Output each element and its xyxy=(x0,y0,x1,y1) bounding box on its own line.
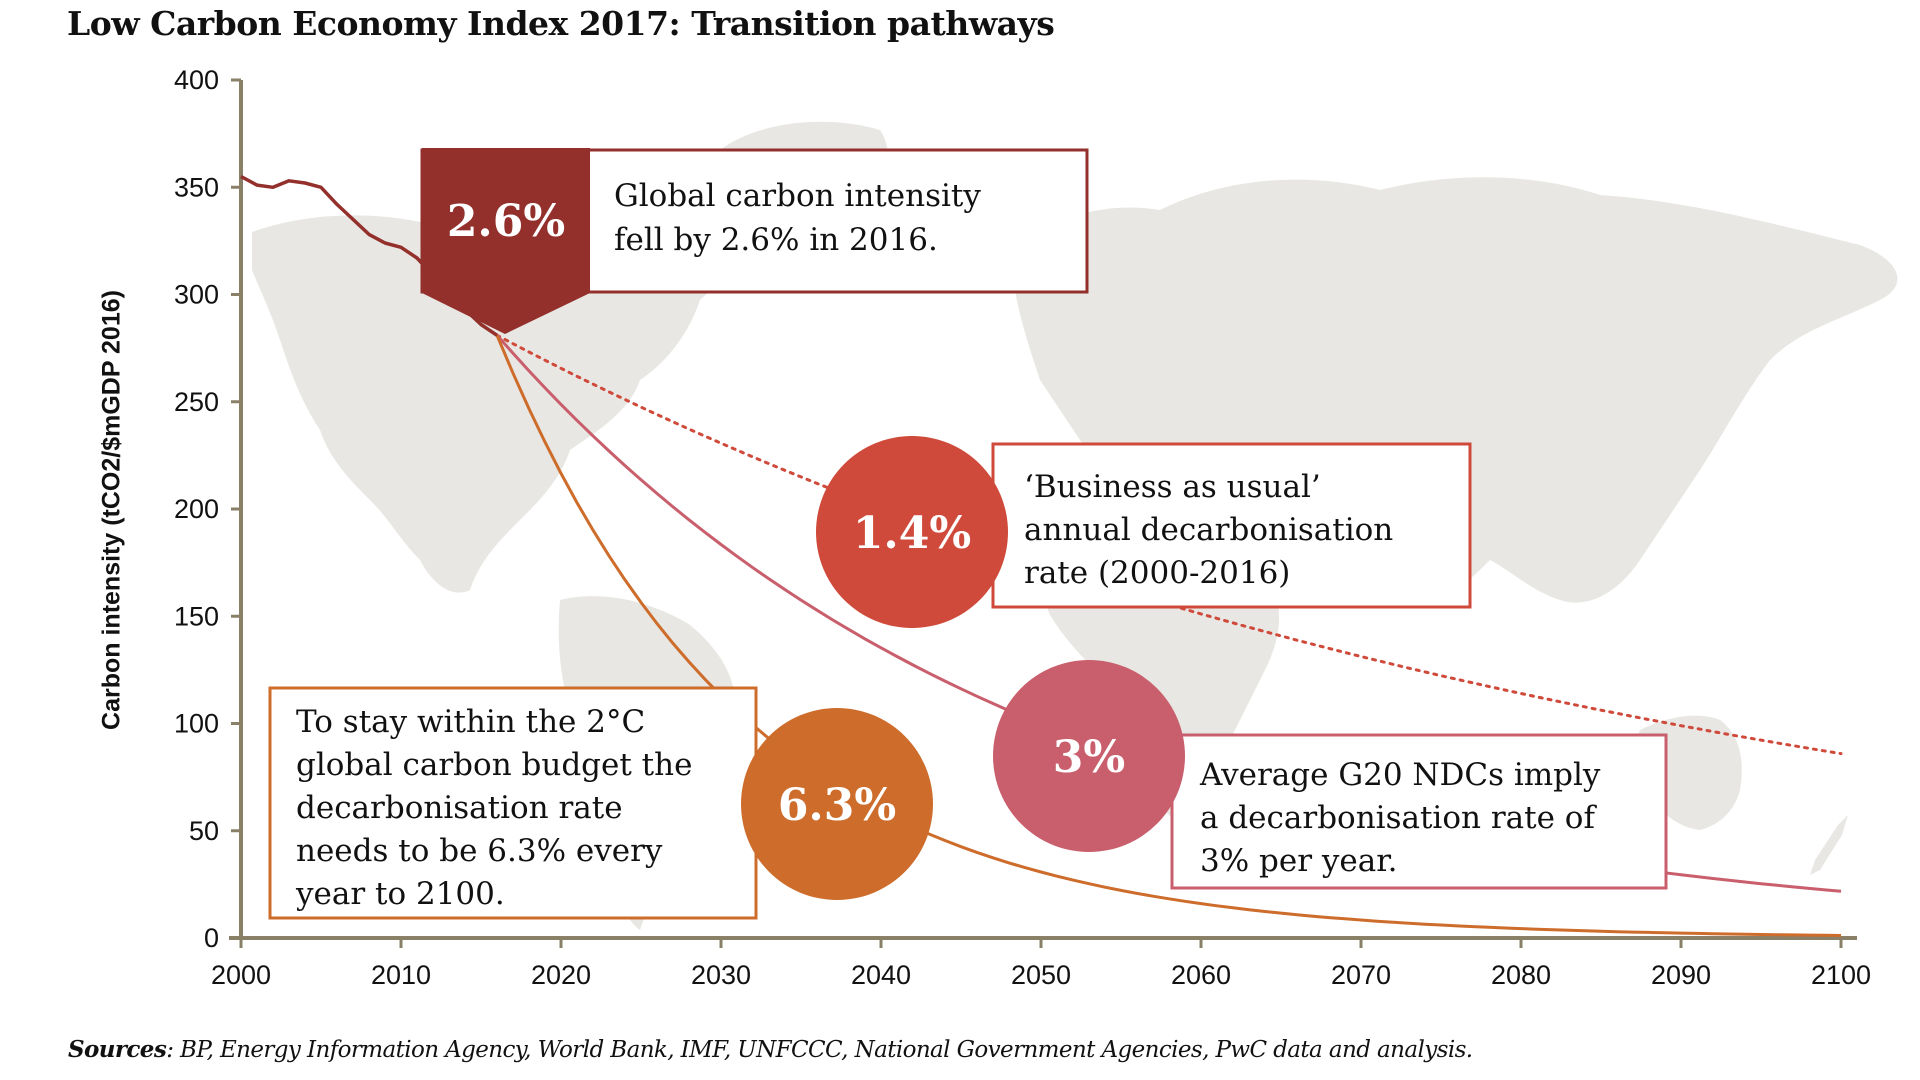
callout-g20-ndcs: 3% Average G20 NDCs imply a decarbonisatio… xyxy=(993,660,1668,890)
callout-badge-circle xyxy=(816,436,1008,628)
x-tick-label: 2000 xyxy=(211,960,271,990)
callout-text-line: decarbonisation rate xyxy=(296,790,623,826)
callout-fell-2-6: 2.6% Global carbon intensity fell by 2.6% … xyxy=(420,148,1089,334)
callout-text-line: needs to be 6.3% every xyxy=(296,833,663,869)
x-tick-label: 2020 xyxy=(531,960,591,990)
sources-text: : BP, Energy Information Agency, World B… xyxy=(166,1037,1473,1063)
callout-business-as-usual: 1.4% ‘Business as usual’ annual decarbonis… xyxy=(816,436,1472,628)
x-tick-label: 2100 xyxy=(1811,960,1871,990)
y-tick-label: 200 xyxy=(174,494,219,524)
y-tick-label: 300 xyxy=(174,280,219,310)
map-north-america xyxy=(252,196,780,593)
x-tick-label: 2080 xyxy=(1491,960,1551,990)
callout-text-line: a decarbonisation rate of xyxy=(1200,800,1597,836)
annotations-layer: 2.6% Global carbon intensity fell by 2.6% … xyxy=(268,148,1668,920)
y-axis-label: Carbon intensity (tCO2/$mGDP 2016) xyxy=(97,290,126,730)
axes: 0 50 100 150 200 250 300 350 400 2000 2010 2020 2030… xyxy=(174,65,1871,990)
callout-text-line: Global carbon intensity xyxy=(614,178,981,214)
map-new-zealand xyxy=(1810,815,1848,875)
callout-text-line: rate (2000-2016) xyxy=(1024,555,1290,591)
x-tick-label: 2040 xyxy=(851,960,911,990)
y-tick-label: 400 xyxy=(174,65,219,95)
callout-text-line: annual decarbonisation xyxy=(1024,512,1393,548)
y-tick-label: 100 xyxy=(174,709,219,739)
callout-badge-circle xyxy=(993,660,1185,852)
callout-text-line: Average G20 NDCs imply xyxy=(1199,757,1601,793)
callout-text-line: fell by 2.6% in 2016. xyxy=(614,222,938,258)
callout-badge-circle xyxy=(741,708,933,900)
callout-box xyxy=(1170,733,1668,890)
callout-badge-value: 3% xyxy=(1053,732,1125,783)
callout-text-line: global carbon budget the xyxy=(296,747,692,783)
callout-badge-value: 1.4% xyxy=(853,508,971,559)
y-tick-label: 0 xyxy=(204,923,219,953)
callout-text-line: To stay within the 2°C xyxy=(296,704,645,740)
sources-note: Sources: BP, Energy Information Agency, … xyxy=(68,1036,1473,1063)
y-tick-label: 50 xyxy=(189,816,219,846)
x-tick-label: 2090 xyxy=(1651,960,1711,990)
callout-badge-banner xyxy=(422,148,590,334)
y-tick-label: 250 xyxy=(174,387,219,417)
y-tick-label: 150 xyxy=(174,601,219,631)
x-tick-label: 2030 xyxy=(691,960,751,990)
callout-two-degree: 6.3% To stay within the 2°C global carbon … xyxy=(268,686,933,920)
callout-text-line: year to 2100. xyxy=(295,876,505,912)
x-tick-label: 2060 xyxy=(1171,960,1231,990)
x-tick-label: 2070 xyxy=(1331,960,1391,990)
callout-box xyxy=(268,686,758,920)
callout-badge-value: 2.6% xyxy=(447,196,565,247)
x-tick-label: 2010 xyxy=(371,960,431,990)
callout-text-line: ‘Business as usual’ xyxy=(1024,469,1321,505)
sources-label: Sources xyxy=(68,1036,167,1063)
callout-badge-value: 6.3% xyxy=(778,780,896,831)
chart-title: Low Carbon Economy Index 2017: Transitio… xyxy=(67,4,1055,43)
x-tick-label: 2050 xyxy=(1011,960,1071,990)
y-tick-label: 350 xyxy=(174,172,219,202)
callout-box xyxy=(991,442,1472,609)
callout-text-line: 3% per year. xyxy=(1200,843,1398,879)
